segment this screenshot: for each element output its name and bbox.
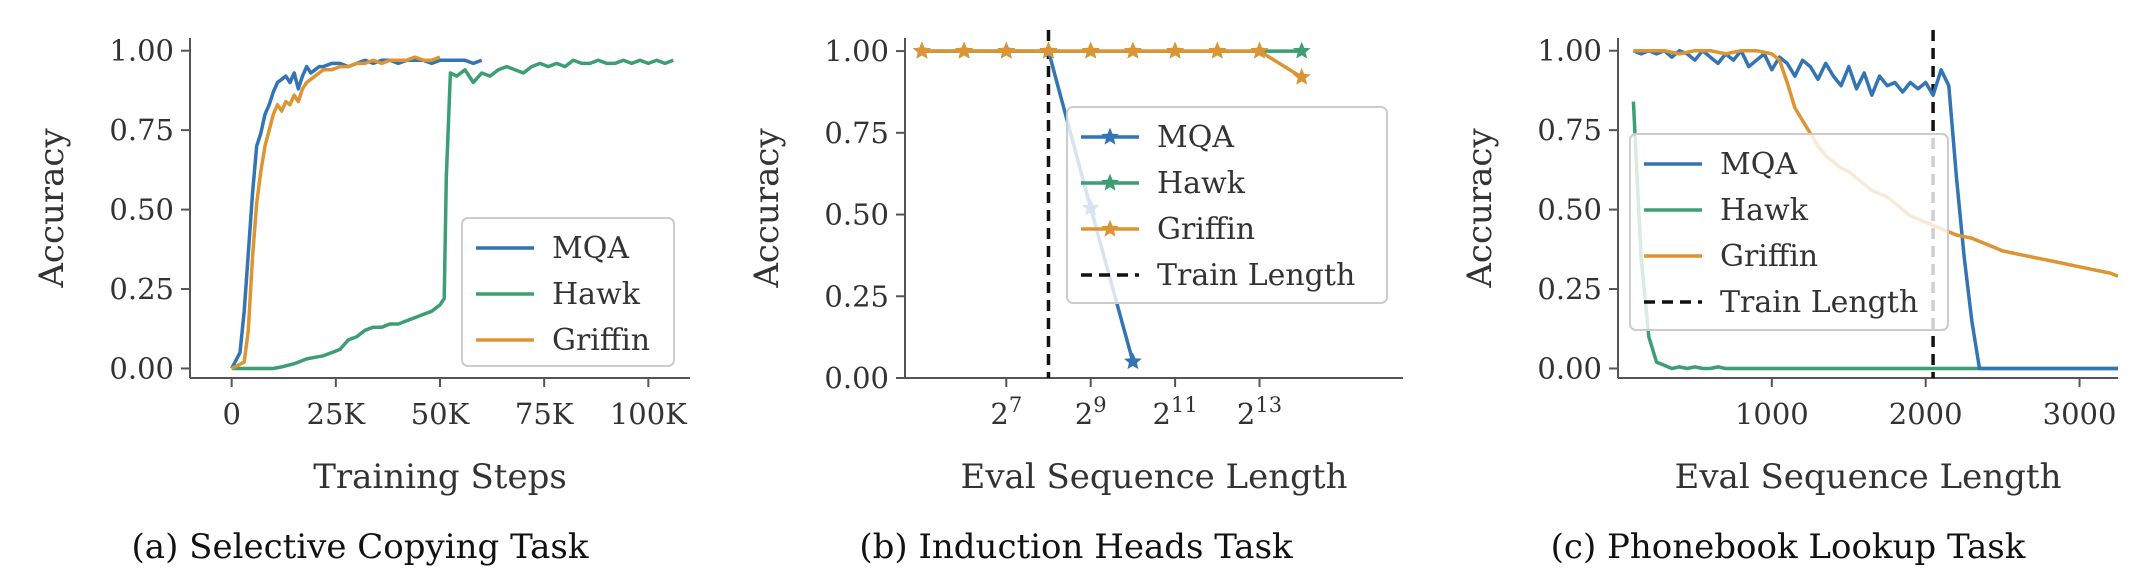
- y-axis-label: Accuracy: [747, 128, 787, 289]
- legend-label: Griffin: [552, 323, 650, 358]
- series-line-griffin: [921, 49, 1303, 79]
- y-tick-label: 0.00: [824, 361, 889, 395]
- y-tick-label: 1.00: [1537, 34, 1602, 68]
- x-tick-label: 3000: [2043, 397, 2117, 431]
- legend-box: [1066, 106, 1388, 304]
- x-tick-label: 211: [1153, 393, 1198, 431]
- x-axis-label: Eval Sequence Length: [1675, 457, 2062, 497]
- panel-caption: (a) Selective Copying Task: [132, 527, 589, 567]
- series-line-hawk: [231, 58, 674, 371]
- data-point-griffin: [997, 41, 1016, 59]
- legend-label: Hawk: [552, 277, 641, 312]
- data-point-griffin: [1124, 41, 1142, 59]
- x-tick-label: 0: [222, 397, 240, 431]
- legend-label: Train Length: [1157, 258, 1355, 293]
- legend-box: [461, 217, 675, 367]
- legend-marker-griffin: [1101, 219, 1119, 237]
- x-axis-label: Eval Sequence Length: [961, 457, 1348, 497]
- panel-caption: (c) Phonebook Lookup Task: [1551, 527, 2026, 567]
- legend: MQA Hawk Griffin Train Length: [1066, 106, 1388, 304]
- y-tick-label: 0.50: [1537, 193, 1602, 227]
- data-point-griffin: [1166, 41, 1184, 59]
- panel-a: 0.00 0.25 0.50 0.75 1.00 0 25K 50K 75K 100K Traini…: [32, 34, 690, 567]
- panel-c: 0.00 0.25 0.50 0.75 1.00 1000 2000 3000 Eval Seq…: [1460, 30, 2119, 567]
- x-tick-label: 27: [990, 393, 1022, 431]
- x-tick-label: 29: [1075, 393, 1107, 431]
- series-line-griffin: [230, 55, 441, 371]
- y-tick-label: 0.25: [109, 272, 174, 306]
- y-tick-label: 0.25: [824, 279, 889, 313]
- x-tick-label: 75K: [515, 397, 575, 431]
- panel-b: 0.00 0.25 0.50 0.75 1.00 27 29 211 213 Eval Seque…: [747, 30, 1403, 567]
- legend-label: Griffin: [1720, 239, 1818, 274]
- y-tick-label: 0.25: [1537, 272, 1602, 306]
- legend-marker-hawk: [1101, 173, 1119, 191]
- y-tick-label: 1.00: [109, 34, 174, 68]
- legend-label: MQA: [1720, 147, 1797, 182]
- y-tick-label: 0.50: [824, 198, 889, 232]
- data-point-griffin: [1081, 41, 1100, 59]
- x-tick-label: 213: [1237, 393, 1282, 431]
- data-point-griffin: [1039, 41, 1058, 59]
- data-point-griffin: [1208, 41, 1227, 59]
- data-point-griffin: [913, 41, 931, 59]
- x-tick-label: 100K: [610, 397, 688, 431]
- y-tick-label: 0.75: [109, 113, 174, 147]
- legend-label: Train Length: [1720, 285, 1918, 320]
- data-point-griffin: [955, 41, 973, 59]
- y-tick-label: 0.75: [824, 116, 889, 150]
- legend-label: MQA: [1157, 120, 1234, 155]
- x-tick-label: 25K: [307, 397, 367, 431]
- legend-label: MQA: [552, 231, 629, 266]
- x-tick-label: 50K: [411, 397, 471, 431]
- y-tick-label: 0.00: [1537, 351, 1602, 385]
- x-axis-label: Training Steps: [313, 457, 567, 497]
- y-axis-label: Accuracy: [32, 128, 72, 289]
- data-point-griffin: [1250, 41, 1269, 59]
- legend-label: Griffin: [1157, 212, 1255, 247]
- x-tick-label: 1000: [1735, 397, 1809, 431]
- series-line-hawk: [1631, 101, 2118, 371]
- y-tick-label: 0.75: [1537, 113, 1602, 147]
- legend-label: Hawk: [1720, 193, 1809, 228]
- legend-label: Hawk: [1157, 166, 1246, 201]
- y-tick-label: 1.00: [824, 34, 889, 68]
- data-point-mqa: [1124, 352, 1142, 370]
- legend: MQA Hawk Griffin Train Length: [1629, 133, 1949, 331]
- x-tick-label: 2000: [1889, 397, 1963, 431]
- series-line-mqa: [1632, 48, 2118, 371]
- panel-caption: (b) Induction Heads Task: [859, 527, 1293, 567]
- legend-box: [1629, 133, 1949, 331]
- data-point-hawk: [1292, 41, 1311, 59]
- legend: MQA Hawk Griffin: [461, 217, 675, 367]
- y-tick-label: 0.50: [109, 193, 174, 227]
- y-axis-label: Accuracy: [1460, 128, 1500, 289]
- data-point-griffin: [1292, 67, 1311, 85]
- legend-marker-mqa: [1101, 127, 1119, 145]
- y-tick-label: 0.00: [109, 351, 174, 385]
